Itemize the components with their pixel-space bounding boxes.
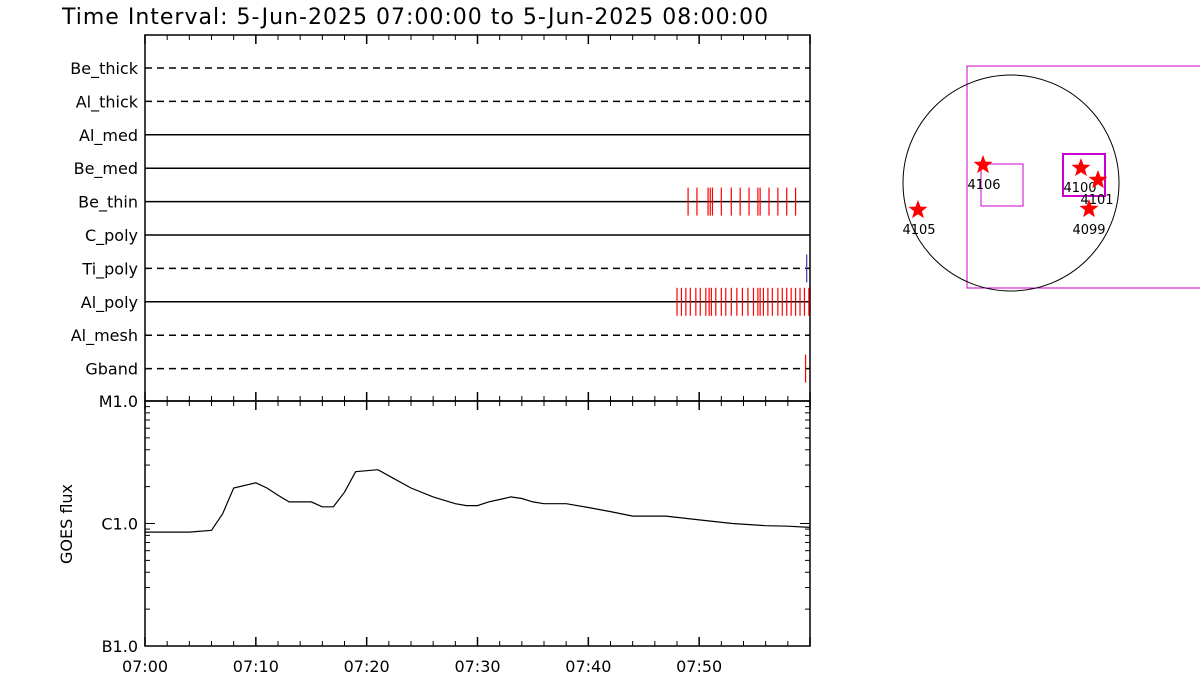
lane-label-be_thick: Be_thick xyxy=(70,59,138,79)
star-icon xyxy=(908,200,928,219)
lane-label-be_med: Be_med xyxy=(74,159,138,179)
lane-label-al_med: Al_med xyxy=(79,126,138,146)
goes-y-tick-label: B1.0 xyxy=(102,637,138,656)
region-label-4099: 4099 xyxy=(1072,223,1105,238)
region-label-4105: 4105 xyxy=(902,223,935,238)
x-tick-label: 07:30 xyxy=(454,657,500,676)
goes-y-tick-label: M1.0 xyxy=(99,392,138,411)
lane-label-be_thin: Be_thin xyxy=(78,193,138,213)
lane-label-ti_poly: Ti_poly xyxy=(81,259,138,279)
x-tick-label: 07:50 xyxy=(676,657,722,676)
goes-panel: B1.0C1.0M1.0 07:00 07:10 07:20 07:30 07:40 07… xyxy=(57,35,811,676)
star-icon xyxy=(973,155,993,174)
goes-flux-line xyxy=(145,469,811,533)
x-tick-label: 07:20 xyxy=(344,657,390,676)
goes-frame xyxy=(144,400,811,647)
lane-label-al_poly: Al_poly xyxy=(81,293,138,313)
x-tick-label: 07:00 xyxy=(122,657,168,676)
time-interval-title: Time Interval: 5-Jun-2025 07:00:00 to 5-… xyxy=(61,5,769,30)
x-tick-label: 07:10 xyxy=(233,657,279,676)
star-icon xyxy=(1079,199,1099,218)
region-box-4106 xyxy=(980,163,1024,207)
lane-label-al_mesh: Al_mesh xyxy=(71,326,138,346)
region-box-4100 xyxy=(1062,153,1106,197)
star-icon xyxy=(1088,170,1108,189)
goes-x-ticks: 07:00 07:10 07:20 07:30 07:40 07:50 xyxy=(122,35,811,676)
star-icon xyxy=(1071,158,1091,177)
lane-label-gband: Gband xyxy=(85,360,138,379)
timeline-panel: Be_thick Al_thick Al_med Be_med Be_thin C_pol… xyxy=(70,34,811,402)
timeline-frame xyxy=(144,34,811,402)
lane-label-c_poly: C_poly xyxy=(85,226,138,246)
goes-y-axis-label: GOES flux xyxy=(57,484,76,564)
field-of-view-box xyxy=(966,65,1200,289)
timeline-lanes: Be_thick Al_thick Al_med Be_med Be_thin C_pol… xyxy=(70,59,810,383)
lane-label-al_thick: Al_thick xyxy=(76,92,139,112)
goes-y-ticks: B1.0 C1.0 M1.0 xyxy=(99,392,810,656)
goes-y-tick-label: C1.0 xyxy=(101,515,138,534)
region-label-4106: 4106 xyxy=(967,178,1000,193)
x-tick-label: 07:40 xyxy=(565,657,611,676)
solar-disk xyxy=(902,74,1120,292)
region-label-4100: 4100 xyxy=(1063,181,1096,196)
